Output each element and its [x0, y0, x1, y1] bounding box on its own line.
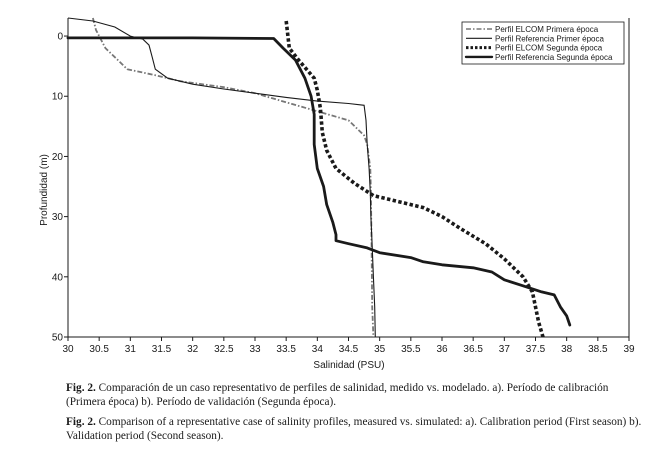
series-layer [66, 17, 572, 338]
caption-es-text: Comparación de un caso representativo de… [66, 382, 609, 408]
x-tick-label: 36.5 [463, 344, 483, 355]
x-tick-label: 30.5 [89, 344, 109, 355]
x-tick-label: 39 [623, 344, 635, 355]
y-tick-label: 50 [52, 333, 64, 344]
x-tick-label: 38.5 [588, 344, 608, 355]
x-tick-label: 34 [312, 344, 324, 355]
x-tick-label: 33 [249, 344, 261, 355]
x-tick-label: 31 [125, 344, 137, 355]
y-tick-label: 10 [52, 92, 64, 103]
x-tick-label: 35.5 [401, 344, 421, 355]
legend-label: Perfil Referencia Primer época [495, 34, 604, 43]
x-tick-label: 30 [62, 344, 74, 355]
x-tick-label: 37.5 [526, 344, 546, 355]
figure-caption-spanish: Fig. 2. Comparación de un caso represent… [66, 381, 646, 409]
x-tick-label: 32 [187, 344, 199, 355]
legend-label: Perfil Referencia Segunda época [495, 53, 613, 62]
ticks-layer: 30 30.5 31 31.5 32 32.5 33 33.5 34 34.5 35 35.5 36 36… [52, 32, 635, 355]
legend-label: Perfil ELCOM Segunda época [495, 44, 603, 53]
y-axis-title: Profundidad (m) [39, 154, 50, 226]
y-tick-label: 30 [52, 212, 64, 223]
y-tick-label: 20 [52, 152, 64, 163]
caption-es-label: Fig. 2. [66, 382, 96, 394]
caption-en-text: Comparison of a representative case of s… [66, 416, 642, 442]
x-axis-title: Salinidad (PSU) [313, 360, 384, 371]
caption-en-label: Fig. 2. [66, 416, 96, 428]
x-tick-label: 36 [436, 344, 448, 355]
x-tick-label: 35 [374, 344, 386, 355]
salinity-profile-chart: 30 30.5 31 31.5 32 32.5 33 33.5 34 34.5 35 35.5 36 36… [39, 17, 635, 371]
series-line-perfil-elcom-primera-epoca [92, 17, 375, 338]
series-line-perfil-referencia-primer-epoca [67, 17, 376, 338]
x-tick-label: 32.5 [214, 344, 234, 355]
x-tick-label: 38 [561, 344, 573, 355]
figure-caption-english: Fig. 2. Comparison of a representative c… [66, 415, 646, 443]
series-line-perfil-elcom-segunda-epoca [284, 20, 545, 338]
y-tick-label: 40 [52, 272, 64, 283]
x-tick-label: 31.5 [152, 344, 172, 355]
x-tick-label: 34.5 [339, 344, 359, 355]
x-tick-label: 37 [499, 344, 511, 355]
y-tick-label: 0 [57, 32, 63, 43]
legend-label: Perfil ELCOM Primera época [495, 25, 599, 34]
series-line-perfil-referencia-segunda-epoca [66, 36, 572, 327]
x-tick-label: 33.5 [276, 344, 296, 355]
